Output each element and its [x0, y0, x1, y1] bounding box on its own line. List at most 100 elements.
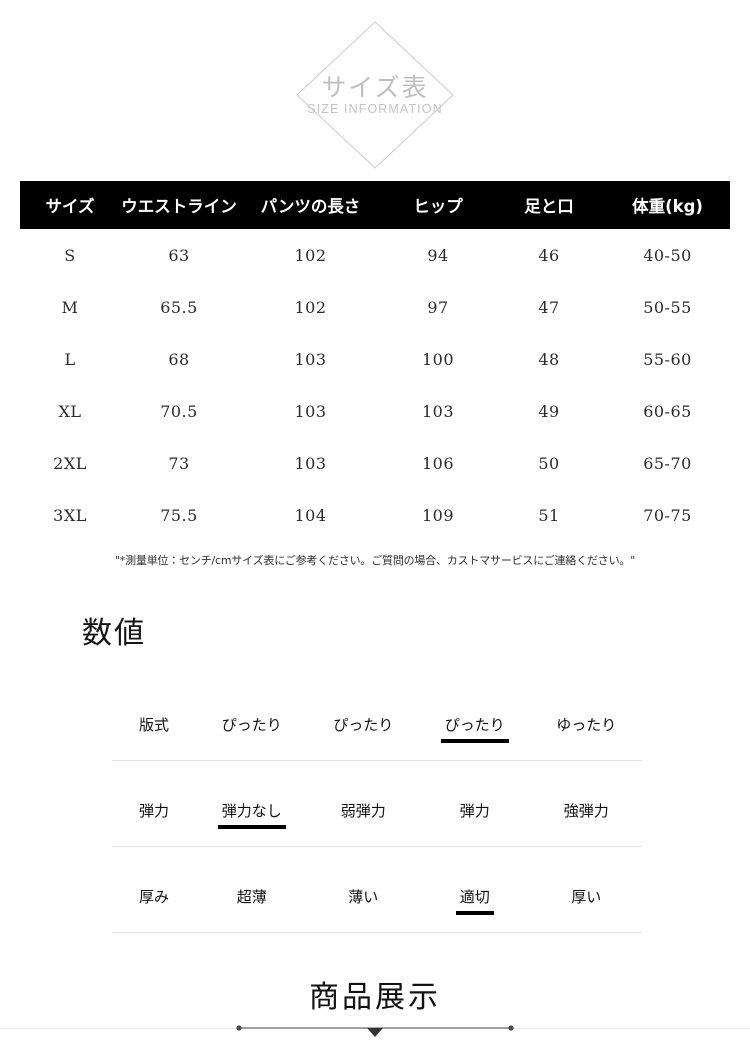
cell-size: 2XL: [53, 453, 87, 473]
attribute-option-fit-0[interactable]: ぴったり: [196, 714, 308, 747]
cell-hip: 103: [421, 401, 455, 421]
cell-weight: 40-50: [643, 245, 692, 265]
column-header-hip: ヒップ: [413, 197, 463, 216]
cell-size: M: [61, 297, 79, 317]
column-header-leg: 足と口: [524, 197, 574, 216]
attribute-option-fit-2[interactable]: ぴったり: [419, 714, 531, 747]
attribute-option-text: 弱弾力: [340, 802, 386, 820]
cell-length: 103: [294, 401, 327, 421]
attribute-option-text: 厚い: [571, 888, 602, 906]
attribute-cells: 弾力 弾力なし 弱弾力 弾力 強弾力: [112, 800, 642, 833]
attribute-option-text: 適切: [455, 886, 494, 915]
cell-weight: 55-60: [643, 349, 692, 369]
table-header-row: サイズ ウエストライン パンツの長さ ヒップ 足と口 体重(kg): [20, 181, 730, 229]
attribute-option-text: 弾力: [459, 802, 490, 820]
product-display-title: 商品展示: [309, 980, 441, 1015]
table-row: L 68 103 100 48 55-60: [20, 333, 730, 385]
table-row: S 63 102 94 46 40-50: [20, 229, 730, 281]
product-display-section: 商品展示: [0, 960, 750, 1044]
attribute-option-fit-3[interactable]: ゆったり: [531, 714, 643, 747]
attribute-row-elasticity: 弾力 弾力なし 弱弾力 弾力 強弾力: [112, 761, 642, 847]
attribute-option-text: 強弾力: [563, 802, 609, 820]
attribute-label-fit: 版式: [112, 714, 196, 747]
attribute-option-elasticity-0[interactable]: 弾力なし: [196, 800, 308, 833]
cell-waist: 70.5: [160, 401, 198, 421]
attribute-row-thickness: 厚み 超薄 薄い 適切 厚い: [112, 847, 642, 933]
attribute-option-elasticity-1[interactable]: 弱弾力: [308, 800, 420, 833]
cell-waist: 73: [168, 453, 190, 473]
size-table-header: サイズ ウエストライン パンツの長さ ヒップ 足と口 体重(kg): [20, 181, 730, 229]
attribute-option-text: ぴったり: [440, 714, 509, 743]
attribute-row-divider: [112, 846, 642, 847]
table-row: 3XL 75.5 104 109 51 70-75: [20, 489, 730, 541]
attribute-option-text: 弾力なし: [217, 800, 286, 829]
table-row: XL 70.5 103 103 49 60-65: [20, 385, 730, 437]
attribute-option-thickness-0[interactable]: 超薄: [196, 886, 308, 919]
attribute-rows: 版式 ぴったり ぴったり ぴったり ゆったり 弾力: [112, 675, 642, 933]
cell-length: 104: [294, 505, 327, 525]
cell-length: 102: [294, 297, 327, 317]
cell-size: S: [64, 245, 76, 265]
column-header-waist: ウエストライン: [121, 197, 237, 216]
size-chart-table: サイズ ウエストライン パンツの長さ ヒップ 足と口 体重(kg) S 63 1…: [20, 181, 730, 541]
cell-leg: 46: [538, 245, 560, 265]
attribute-option-thickness-1[interactable]: 薄い: [308, 886, 420, 919]
attribute-option-text: ぴったり: [221, 716, 282, 734]
banner-subtitle: SIZE INFORMATION: [307, 102, 443, 116]
table-row: 2XL 73 103 106 50 65-70: [20, 437, 730, 489]
cell-leg: 47: [538, 297, 560, 317]
cell-waist: 65.5: [160, 297, 198, 317]
cell-hip: 97: [427, 297, 449, 317]
cell-weight: 70-75: [643, 505, 692, 525]
attribute-row-fit: 版式 ぴったり ぴったり ぴったり ゆったり: [112, 675, 642, 761]
attribute-label-text: 弾力: [138, 802, 169, 820]
cell-weight: 65-70: [643, 453, 692, 473]
attribute-row-divider: [112, 932, 642, 933]
attribute-option-thickness-3[interactable]: 厚い: [531, 886, 643, 919]
cell-leg: 48: [538, 349, 560, 369]
cell-leg: 49: [538, 401, 560, 421]
attribute-option-text: ぴったり: [333, 716, 394, 734]
cell-leg: 50: [538, 453, 560, 473]
cell-hip: 94: [427, 245, 449, 265]
attribute-option-elasticity-3[interactable]: 強弾力: [531, 800, 643, 833]
cell-size: 3XL: [53, 505, 87, 525]
cell-waist: 68: [168, 349, 190, 369]
cell-hip: 106: [421, 453, 455, 473]
attribute-label-text: 厚み: [138, 888, 169, 906]
cell-size: L: [64, 349, 76, 369]
size-table-body: S 63 102 94 46 40-50 M 65.5 102 97 47 50…: [20, 229, 730, 541]
attribute-option-fit-1[interactable]: ぴったり: [308, 714, 420, 747]
attribute-option-text: ゆったり: [556, 716, 617, 734]
column-header-weight: 体重(kg): [632, 197, 703, 216]
size-table-element: サイズ ウエストライン パンツの長さ ヒップ 足と口 体重(kg) S 63 1…: [20, 181, 730, 541]
cell-hip: 100: [421, 349, 455, 369]
attribute-cells: 版式 ぴったり ぴったり ぴったり ゆったり: [112, 714, 642, 747]
attribute-option-text: 超薄: [236, 888, 267, 906]
column-header-size: サイズ: [45, 197, 95, 216]
page-banner: サイズ表 SIZE INFORMATION: [0, 0, 750, 178]
cell-size: XL: [58, 401, 82, 421]
cell-length: 103: [294, 453, 327, 473]
cell-length: 103: [294, 349, 327, 369]
attribute-label-elasticity: 弾力: [112, 800, 196, 833]
cell-leg: 51: [538, 505, 560, 525]
attribute-label-thickness: 厚み: [112, 886, 196, 919]
cell-length: 102: [294, 245, 327, 265]
measurement-note: "*測量単位：センチ/cmサイズ表にご参考ください。ご質問の場合、カストマサービ…: [114, 554, 636, 567]
attribute-cells: 厚み 超薄 薄い 適切 厚い: [112, 886, 642, 919]
attribute-option-elasticity-2[interactable]: 弾力: [419, 800, 531, 833]
cell-hip: 109: [421, 505, 455, 525]
cell-weight: 60-65: [643, 401, 692, 421]
attribute-row-divider: [112, 760, 642, 761]
table-row: M 65.5 102 97 47 50-55: [20, 281, 730, 333]
attribute-option-text: 薄い: [348, 888, 379, 906]
attributes-heading: 数値: [82, 616, 146, 651]
attribute-option-thickness-2[interactable]: 適切: [419, 886, 531, 919]
attribute-label-text: 版式: [138, 716, 169, 734]
diamond-caret-divider-icon: [235, 1020, 515, 1040]
cell-weight: 50-55: [643, 297, 692, 317]
column-header-length: パンツの長さ: [260, 197, 361, 216]
banner-title: サイズ表: [321, 73, 429, 102]
cell-waist: 75.5: [160, 505, 198, 525]
